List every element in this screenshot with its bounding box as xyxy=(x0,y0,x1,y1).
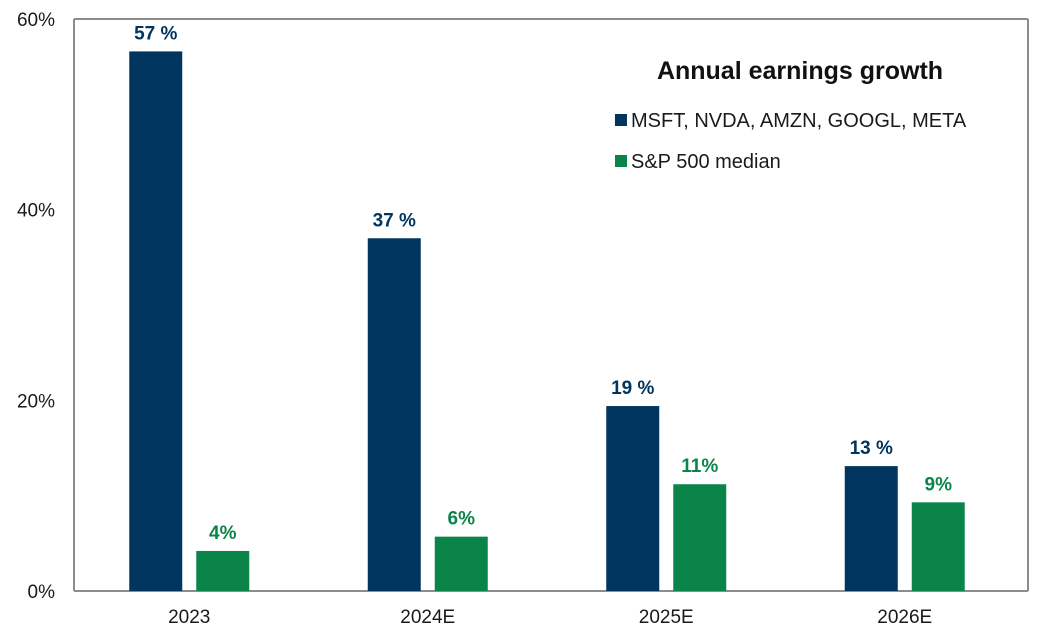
chart-title: Annual earnings growth xyxy=(657,57,943,85)
x-tick-label: 2024E xyxy=(400,607,455,628)
y-tick-label: 40% xyxy=(17,201,55,222)
bar-sp500-median xyxy=(196,550,250,591)
bar-sp500-median xyxy=(434,536,488,591)
bar-big-tech xyxy=(844,466,898,591)
legend: Annual earnings growth MSFT, NVDA, AMZN,… xyxy=(615,57,967,173)
data-label: 37 % xyxy=(373,210,416,231)
data-label: 19 % xyxy=(611,378,654,399)
x-tick-label: 2023 xyxy=(168,607,210,628)
y-tick-label: 20% xyxy=(17,391,55,412)
y-tick-label: 0% xyxy=(28,582,56,603)
bars xyxy=(129,51,965,592)
legend-entry: MSFT, NVDA, AMZN, GOOGL, META xyxy=(631,110,967,132)
x-tick-label: 2025E xyxy=(639,607,694,628)
data-label: 6% xyxy=(448,509,476,530)
legend-entry: S&P 500 median xyxy=(631,151,781,173)
data-label: 13 % xyxy=(850,438,893,459)
x-tick-label: 2026E xyxy=(877,607,932,628)
data-label: 57 % xyxy=(134,23,177,44)
data-label: 4% xyxy=(209,523,237,544)
bar-big-tech xyxy=(129,51,183,592)
data-label: 9% xyxy=(925,474,953,495)
y-axis-ticks: 0% 20% 40% 60% xyxy=(17,10,55,603)
x-axis-ticks: 2023 2024E 2025E 2026E xyxy=(168,607,932,628)
y-tick-label: 60% xyxy=(17,10,55,31)
bar-big-tech xyxy=(367,238,421,591)
legend-swatch xyxy=(615,155,627,167)
legend-swatch xyxy=(615,114,627,126)
bar-sp500-median xyxy=(911,502,965,591)
bar-sp500-median xyxy=(673,484,727,591)
bar-big-tech xyxy=(606,406,660,591)
data-labels: 57 % 4% 37 % 6% 19 % 11% 13 % 9% xyxy=(134,23,952,544)
data-label: 11% xyxy=(681,456,718,477)
